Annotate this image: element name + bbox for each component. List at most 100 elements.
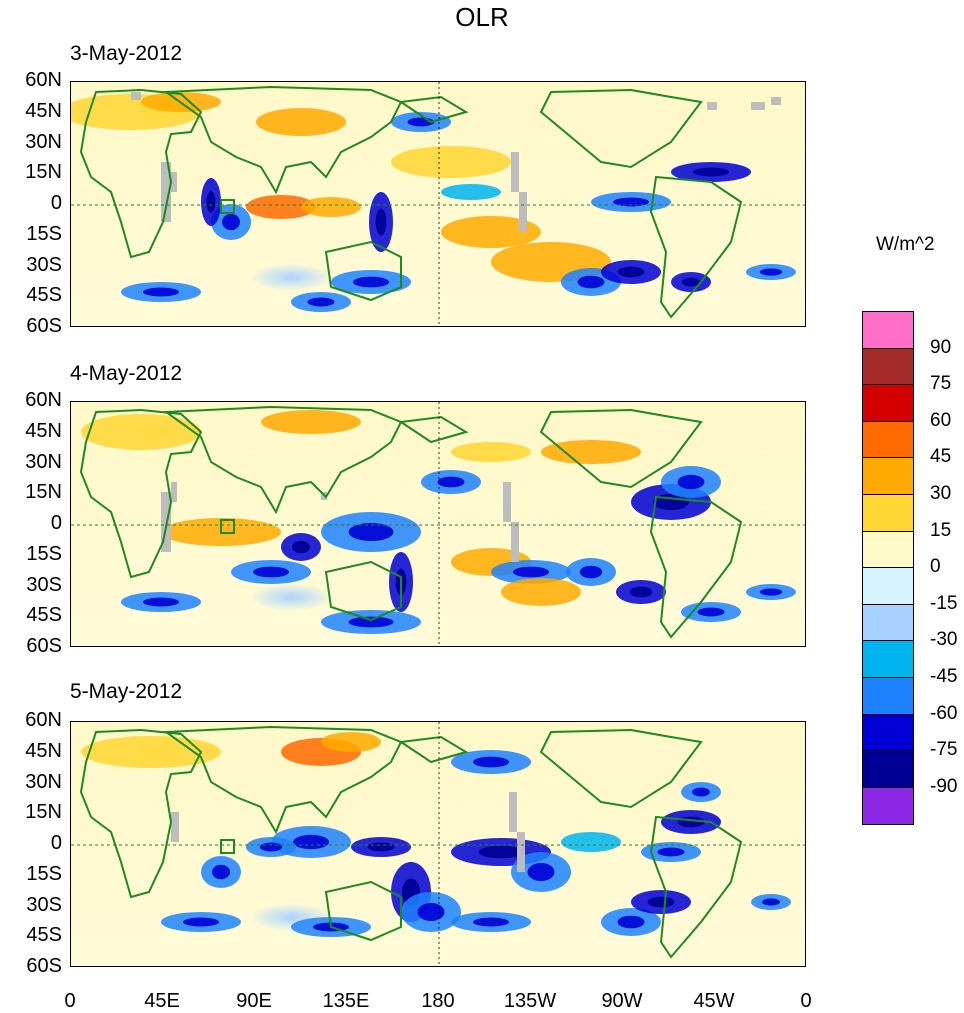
olr-anomaly-core bbox=[348, 616, 394, 628]
figure-title: OLR bbox=[455, 2, 509, 32]
olr-anomaly-core bbox=[478, 845, 524, 859]
olr-anomaly-region bbox=[541, 440, 641, 464]
latitude-tick-label: 30N bbox=[25, 450, 62, 473]
colorbar-tick-label: 60 bbox=[930, 409, 952, 431]
olr-anomaly-core bbox=[613, 197, 649, 207]
olr-anomaly-core bbox=[212, 864, 230, 880]
olr-anomaly-core bbox=[348, 523, 394, 541]
olr-anomaly-core bbox=[437, 476, 465, 488]
missing-data-strip bbox=[517, 832, 525, 872]
olr-anomaly-core bbox=[527, 863, 555, 881]
coastline bbox=[398, 415, 469, 444]
olr-anomaly-region bbox=[81, 414, 201, 450]
coastline bbox=[649, 175, 743, 319]
colorbar-swatch bbox=[863, 714, 913, 752]
colorbar-swatch bbox=[863, 494, 913, 532]
coastline bbox=[649, 495, 743, 639]
coastline bbox=[324, 560, 402, 622]
latitude-tick-label: 15S bbox=[26, 542, 62, 565]
missing-data-strip bbox=[511, 152, 519, 192]
olr-anomaly-core bbox=[375, 208, 387, 236]
missing-data-strip bbox=[131, 92, 141, 100]
missing-data-strip bbox=[161, 162, 171, 222]
longitude-tick-label: 135W bbox=[503, 990, 557, 1012]
panel-date-label: 4-May-2012 bbox=[70, 362, 183, 385]
colorbar-swatch bbox=[863, 604, 913, 642]
olr-anomaly-core bbox=[183, 917, 219, 927]
missing-data-strip bbox=[171, 812, 179, 842]
olr-anomaly-region bbox=[501, 578, 581, 606]
colorbar-tick-label: -60 bbox=[930, 702, 958, 724]
olr-anomaly-core bbox=[513, 566, 549, 578]
olr-anomaly-region bbox=[81, 736, 221, 768]
coastline bbox=[539, 728, 703, 809]
coastline bbox=[79, 728, 203, 899]
coastline bbox=[649, 815, 743, 959]
missing-data-strip bbox=[511, 522, 519, 562]
olr-anomaly-region bbox=[246, 195, 316, 219]
latitude-tick-label: 45S bbox=[26, 604, 62, 627]
olr-map-panel bbox=[70, 721, 806, 967]
missing-data-strip bbox=[707, 102, 717, 110]
latitude-tick-label: 60N bbox=[25, 709, 62, 731]
latitude-tick-label: 60N bbox=[25, 389, 62, 411]
olr-anomaly-core bbox=[759, 588, 783, 596]
olr-anomaly-region bbox=[301, 197, 361, 217]
coastline bbox=[79, 408, 203, 579]
latitude-tick-label: 30S bbox=[26, 253, 62, 276]
coastline bbox=[163, 85, 403, 195]
longitude-tick-label: 0 bbox=[64, 990, 76, 1012]
marker-box bbox=[220, 839, 235, 854]
coastline bbox=[398, 735, 469, 764]
olr-map-graphic bbox=[71, 82, 805, 326]
latitude-tick-label: 45N bbox=[25, 739, 62, 762]
latitude-tick-label: 45N bbox=[25, 419, 62, 442]
latitude-tick-label: 15N bbox=[25, 481, 62, 504]
latitude-tick-label: 60N bbox=[25, 69, 62, 91]
olr-anomaly-region bbox=[441, 216, 541, 248]
longitude-tick-label: 135E bbox=[322, 990, 370, 1012]
longitude-tick-label: 0 bbox=[800, 990, 812, 1012]
coastline bbox=[163, 405, 403, 515]
latitude-tick-label: 45N bbox=[25, 99, 62, 122]
latitude-tick-label: 15N bbox=[25, 801, 62, 824]
olr-anomaly-core bbox=[629, 586, 653, 598]
latitude-tick-label: 60S bbox=[26, 315, 62, 337]
olr-anomaly-core bbox=[143, 597, 179, 607]
olr-anomaly-core bbox=[677, 474, 705, 490]
colorbar-tick-label: -90 bbox=[930, 775, 958, 797]
olr-map-graphic bbox=[71, 722, 805, 966]
olr-map-graphic bbox=[71, 402, 805, 646]
colorbar-swatch bbox=[863, 385, 913, 422]
colorbar-swatch bbox=[863, 568, 913, 605]
longitude-tick-label: 180 bbox=[421, 990, 455, 1012]
missing-data-strip bbox=[171, 172, 177, 192]
olr-anomaly-core bbox=[617, 266, 645, 278]
longitude-tick-label: 90E bbox=[236, 990, 272, 1012]
olr-anomaly-core bbox=[682, 277, 700, 287]
latitude-tick-label: 15S bbox=[26, 222, 62, 245]
latitude-tick-label: 30N bbox=[25, 130, 62, 153]
olr-anomaly-core bbox=[577, 275, 605, 289]
latitude-tick-label: 45S bbox=[26, 284, 62, 307]
missing-data-strip bbox=[751, 102, 765, 110]
coastline bbox=[324, 240, 402, 302]
olr-anomaly-region bbox=[261, 410, 361, 434]
olr-anomaly-core bbox=[417, 903, 445, 921]
colorbar-tick-label: 0 bbox=[930, 556, 941, 578]
olr-anomaly-region bbox=[256, 108, 346, 136]
marker-box bbox=[220, 199, 235, 214]
colorbar-tick-label: -30 bbox=[930, 629, 958, 651]
olr-anomaly-region bbox=[391, 146, 511, 178]
olr-anomaly-region bbox=[561, 832, 621, 852]
colorbar-swatch bbox=[863, 641, 913, 678]
olr-anomaly-core bbox=[473, 756, 509, 768]
latitude-tick-label: 30S bbox=[26, 893, 62, 916]
marker-box bbox=[220, 519, 235, 534]
coastline bbox=[324, 880, 402, 942]
olr-anomaly-core bbox=[143, 287, 179, 297]
coastline bbox=[163, 725, 403, 835]
colorbar-tick-label: 30 bbox=[930, 483, 952, 504]
colorbar-swatch bbox=[863, 312, 913, 349]
colorbar-swatch bbox=[863, 677, 913, 715]
